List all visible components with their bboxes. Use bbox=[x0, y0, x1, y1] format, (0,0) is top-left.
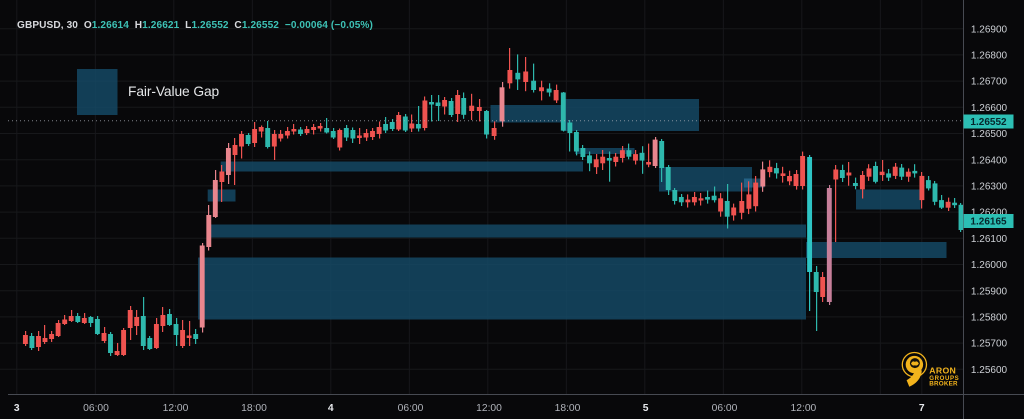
svg-text:12:00: 12:00 bbox=[476, 403, 502, 414]
svg-text:1.26200: 1.26200 bbox=[971, 208, 1008, 219]
svg-text:1.26100: 1.26100 bbox=[971, 234, 1008, 245]
svg-text:1.26000: 1.26000 bbox=[971, 260, 1008, 271]
svg-text:4: 4 bbox=[328, 403, 334, 414]
svg-text:7: 7 bbox=[919, 403, 925, 414]
svg-text:Fair-Value Gap: Fair-Value Gap bbox=[128, 84, 220, 99]
svg-text:1.26400: 1.26400 bbox=[971, 155, 1008, 166]
svg-text:1.26165: 1.26165 bbox=[970, 217, 1007, 228]
svg-text:1.25900: 1.25900 bbox=[971, 286, 1008, 297]
svg-text:06:00: 06:00 bbox=[83, 403, 109, 414]
svg-text:1.26900: 1.26900 bbox=[971, 24, 1008, 35]
svg-text:06:00: 06:00 bbox=[712, 403, 738, 414]
svg-text:5: 5 bbox=[643, 403, 649, 414]
svg-text:GBPUSD, 30 O1.26614 H1.26621: GBPUSD, 30 O1.26614 H1.26621 L1.26552 C1… bbox=[17, 20, 373, 31]
svg-text:1.26700: 1.26700 bbox=[971, 77, 1008, 88]
svg-text:1.25800: 1.25800 bbox=[971, 313, 1008, 324]
svg-text:12:00: 12:00 bbox=[163, 403, 189, 414]
svg-text:1.26600: 1.26600 bbox=[971, 103, 1008, 114]
svg-text:3: 3 bbox=[14, 403, 20, 414]
svg-text:1.26800: 1.26800 bbox=[971, 51, 1008, 62]
svg-text:06:00: 06:00 bbox=[398, 403, 424, 414]
svg-text:ARON: ARON bbox=[929, 366, 956, 376]
svg-text:1.25600: 1.25600 bbox=[971, 365, 1008, 376]
svg-text:18:00: 18:00 bbox=[241, 403, 267, 414]
svg-text:GROUPS: GROUPS bbox=[929, 375, 959, 382]
svg-text:BROKER: BROKER bbox=[929, 381, 958, 388]
svg-text:1.26500: 1.26500 bbox=[971, 129, 1008, 140]
svg-text:1.26300: 1.26300 bbox=[971, 182, 1008, 193]
svg-text:18:00: 18:00 bbox=[555, 403, 581, 414]
svg-text:12:00: 12:00 bbox=[791, 403, 817, 414]
svg-text:1.25700: 1.25700 bbox=[971, 339, 1008, 350]
svg-text:1.26552: 1.26552 bbox=[970, 117, 1007, 128]
